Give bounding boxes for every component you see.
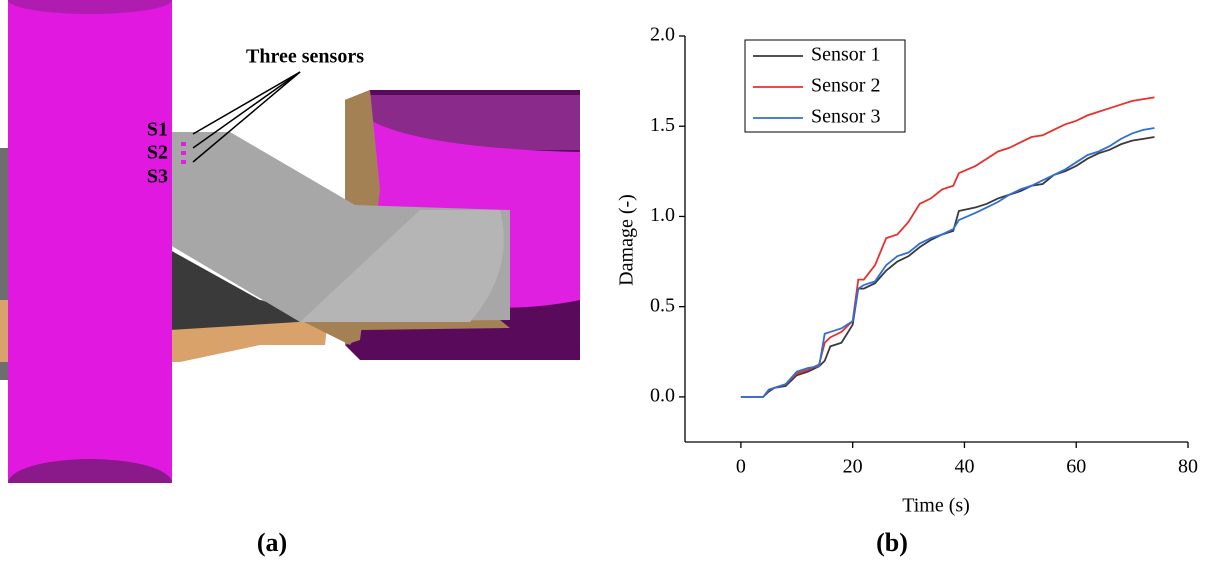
x-tick-label: 60 [1066, 456, 1086, 478]
legend-label: Sensor 3 [811, 106, 880, 128]
y-tick-label: 0.0 [650, 384, 675, 406]
legend-label: Sensor 1 [811, 44, 880, 66]
legend-label: Sensor 2 [811, 75, 880, 97]
y-tick-label: 1.0 [650, 204, 675, 226]
x-tick-label: 80 [1178, 456, 1198, 478]
y-tick-label: 1.5 [650, 114, 675, 136]
panel-caption: (a) [257, 528, 287, 557]
model-render [0, 0, 580, 515]
x-tick-label: 20 [843, 456, 863, 478]
panel-caption: (b) [876, 528, 908, 557]
x-tick-label: 0 [736, 456, 746, 478]
sensor-label: S2 [147, 142, 168, 164]
data-line [741, 128, 1155, 397]
data-line [741, 137, 1155, 397]
y-tick-label: 2.0 [650, 24, 675, 46]
data-line [741, 97, 1155, 397]
x-tick-label: 40 [954, 456, 974, 478]
figure: Three sensors S1 S2 S3 (a) (b) Time (s) … [0, 0, 1209, 561]
x-axis-label: Time (s) [902, 495, 970, 517]
y-tick-label: 0.5 [650, 294, 675, 316]
y-axis-label: Damage (-) [616, 194, 638, 286]
annotation: Three sensors [246, 46, 364, 68]
sensor-label: S3 [147, 166, 168, 188]
sensor-label: S1 [147, 119, 168, 141]
page: Three sensors S1 S2 S3 (a) (b) Time (s) … [0, 0, 1209, 561]
